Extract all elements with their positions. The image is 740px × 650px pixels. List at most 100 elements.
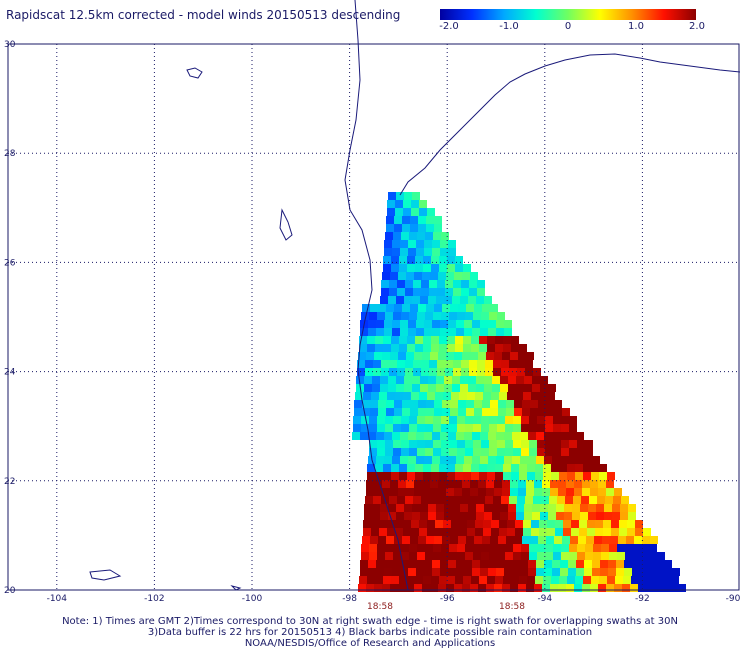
swath-cell xyxy=(552,456,560,464)
swath-cell xyxy=(427,528,435,536)
swath-cell xyxy=(394,408,402,416)
swath-cell xyxy=(620,504,628,512)
swath-cell xyxy=(401,552,409,560)
swath-cell xyxy=(405,360,413,368)
swath-cell xyxy=(369,424,377,432)
swath-cell xyxy=(459,392,467,400)
swath-cell xyxy=(413,288,421,296)
swath-cell xyxy=(384,320,392,328)
swath-cell xyxy=(643,528,651,536)
swath-cell xyxy=(426,216,434,224)
swath-cell xyxy=(515,528,523,536)
swath-cell xyxy=(370,304,378,312)
swath-cell xyxy=(437,280,445,288)
swath-cell xyxy=(582,488,590,496)
swath-cell xyxy=(440,560,448,568)
swath-cell xyxy=(542,480,550,488)
swath-cell xyxy=(384,248,392,256)
swath-cell xyxy=(396,512,404,520)
swath-cell xyxy=(363,528,371,536)
swath-cell xyxy=(484,504,492,512)
swath-cell xyxy=(505,552,513,560)
swath-cell xyxy=(526,352,534,360)
swath-cell xyxy=(403,200,411,208)
swath-cell xyxy=(470,480,478,488)
swath-cell xyxy=(382,488,390,496)
swath-cell xyxy=(495,472,503,480)
swath-cell xyxy=(394,216,402,224)
swath-cell xyxy=(430,272,438,280)
swath-cell xyxy=(664,560,672,568)
swath-cell xyxy=(486,480,494,488)
swath-cell xyxy=(418,536,426,544)
swath-cell xyxy=(428,512,436,520)
swath-cell xyxy=(371,520,379,528)
swath-cell xyxy=(500,504,508,512)
swath-cell xyxy=(471,576,479,584)
swath-cell xyxy=(489,440,497,448)
swath-cell xyxy=(474,400,482,408)
swath-cell xyxy=(523,520,531,528)
swath-cell xyxy=(411,208,419,216)
swath-cell xyxy=(408,560,416,568)
swath-cell xyxy=(561,448,569,456)
swath-cell xyxy=(492,384,500,392)
swath-cell xyxy=(437,360,445,368)
swath-cell xyxy=(400,320,408,328)
swath-cell xyxy=(496,456,504,464)
swath-cell xyxy=(561,440,569,448)
swath-cell xyxy=(411,200,419,208)
swath-cell xyxy=(431,576,439,584)
swath-cell xyxy=(531,392,539,400)
swath-cell xyxy=(482,304,490,312)
swath-cell xyxy=(461,288,469,296)
swath-cell xyxy=(436,512,444,520)
swath-cell xyxy=(483,520,491,528)
swath-cell xyxy=(393,312,401,320)
swath-cell xyxy=(426,304,434,312)
swath-cell xyxy=(552,568,560,576)
swath-cell xyxy=(502,480,510,488)
swath-cell xyxy=(467,528,475,536)
swath-cell xyxy=(554,400,562,408)
swath-cell xyxy=(490,408,498,416)
swath-cell xyxy=(384,456,392,464)
swath-cell xyxy=(498,536,506,544)
swath-cell xyxy=(504,560,512,568)
swath-cell xyxy=(358,352,366,360)
swath-cell xyxy=(504,432,512,440)
swath-cell xyxy=(519,464,527,472)
swath-cell xyxy=(418,216,426,224)
swath-cell xyxy=(491,520,499,528)
swath-cell xyxy=(560,560,568,568)
swath-cell xyxy=(455,472,463,480)
swath-cell xyxy=(606,584,614,592)
swath-cell xyxy=(632,560,640,568)
swath-cell xyxy=(455,576,463,584)
swath-cell xyxy=(534,488,542,496)
swath-cell xyxy=(472,568,480,576)
swath-cell xyxy=(382,480,390,488)
swath-cell xyxy=(357,360,365,368)
swath-cell xyxy=(424,240,432,248)
swath-cell xyxy=(419,528,427,536)
swath-cell xyxy=(593,552,601,560)
swath-cell xyxy=(474,304,482,312)
swath-cell xyxy=(553,416,561,424)
swath-cell xyxy=(408,248,416,256)
swath-cell xyxy=(558,480,566,488)
swath-cell xyxy=(481,424,489,432)
swath-cell xyxy=(373,496,381,504)
swath-cell xyxy=(362,408,370,416)
swath-cell xyxy=(409,544,417,552)
swath-cell xyxy=(404,192,412,200)
swath-cell xyxy=(428,384,436,392)
swath-cell xyxy=(467,520,475,528)
swath-cell xyxy=(447,344,455,352)
swath-cell xyxy=(356,376,364,384)
swath-cell xyxy=(397,496,405,504)
swath-cell xyxy=(496,320,504,328)
swath-cell xyxy=(460,384,468,392)
swath-cell xyxy=(539,528,547,536)
lon-label: -92 xyxy=(635,594,650,604)
